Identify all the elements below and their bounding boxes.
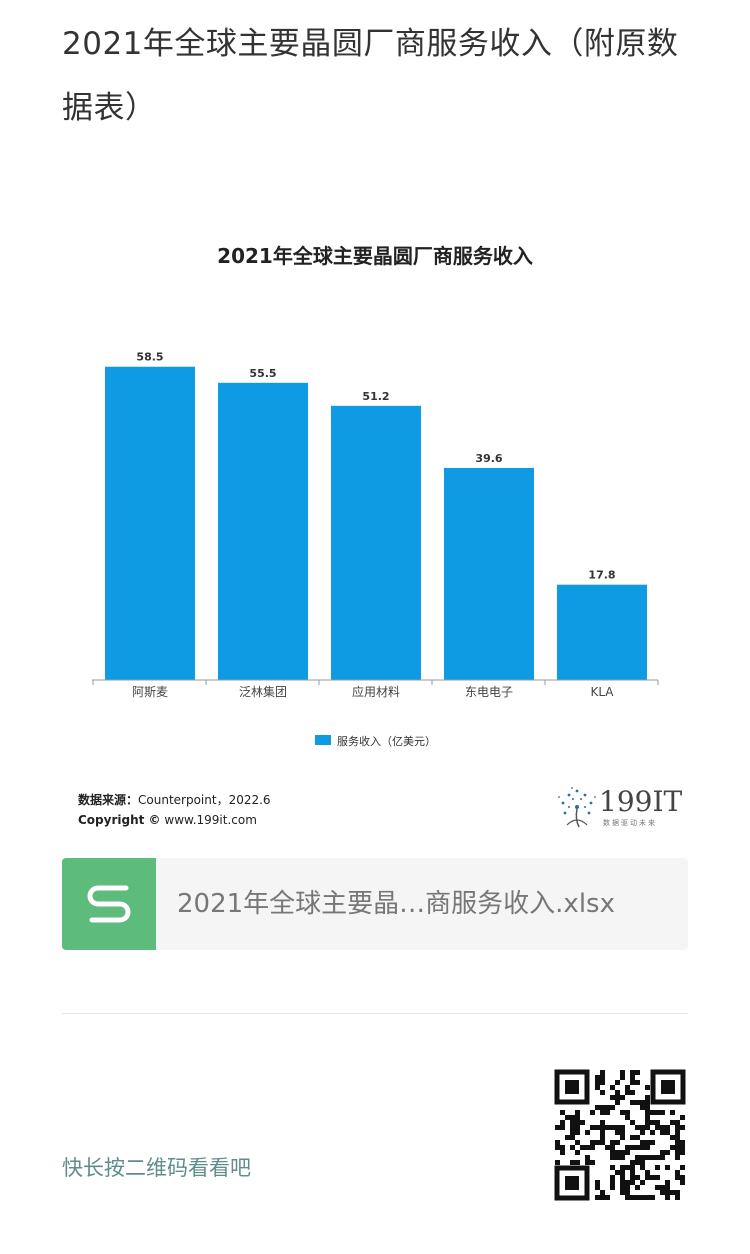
category-label: 应用材料	[352, 684, 400, 699]
category-label: KLA	[590, 685, 614, 699]
bar	[444, 467, 534, 680]
bar	[557, 584, 647, 680]
bars-group: 58.5 55.5 51.2 39.6 17.8	[105, 351, 647, 680]
brand-logo: 199IT 数据驱动未来	[555, 785, 685, 829]
data-label: 58.5	[136, 351, 163, 364]
category-label: 泛林集团	[239, 684, 287, 699]
category-label: 东电电子	[465, 685, 513, 699]
data-label: 51.2	[362, 390, 389, 403]
attachment-file-name[interactable]: 2021年全球主要晶…商服务收入.xlsx	[177, 889, 615, 919]
copyright-text: www.199it.com	[164, 813, 257, 827]
source-block: 数据来源：Counterpoint，2022.6 Copyright © www…	[78, 790, 271, 830]
qr-code-icon[interactable]	[553, 1068, 687, 1202]
bar	[331, 405, 421, 680]
divider	[62, 1013, 688, 1014]
copyright-label: Copyright ©	[78, 813, 161, 827]
ticks-group: 阿斯麦 泛林集团 应用材料 东电电子 KLA	[92, 680, 659, 699]
spreadsheet-icon	[62, 858, 156, 950]
brand-name: 199IT	[599, 785, 683, 818]
legend-swatch	[315, 735, 331, 745]
bar	[218, 382, 308, 680]
source-label: 数据来源：	[78, 793, 139, 807]
source-text: Counterpoint，2022.6	[138, 793, 271, 807]
data-label: 17.8	[588, 569, 615, 582]
data-label: 55.5	[249, 367, 276, 380]
legend-label: 服务收入（亿美元）	[337, 734, 436, 748]
category-label: 阿斯麦	[132, 685, 168, 699]
bar-chart: 58.555.551.239.617.8 阿斯麦 泛林集团 应用材料 东电电子 KLA …	[92, 351, 659, 748]
dandelion-icon	[558, 787, 596, 828]
data-label: 39.6	[475, 452, 502, 465]
legend: 服务收入（亿美元）	[315, 734, 436, 748]
bar	[105, 366, 195, 680]
qr-prompt: 快长按二维码看看吧	[62, 1156, 251, 1180]
chart-title: 2021年全球主要晶圆厂商服务收入	[217, 244, 533, 268]
page-title: 2021年全球主要晶圆厂商服务收入（附原数据表）	[62, 26, 679, 126]
attachment-card[interactable]: 2021年全球主要晶…商服务收入.xlsx	[62, 858, 688, 950]
brand-tagline: 数据驱动未来	[603, 819, 657, 827]
